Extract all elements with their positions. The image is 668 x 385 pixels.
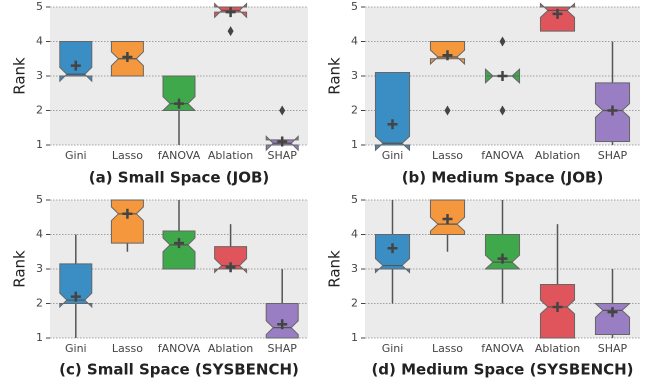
y-tick-label: 4 <box>351 228 358 241</box>
x-tick-label: Lasso <box>432 342 463 355</box>
mean-marker <box>277 136 288 147</box>
y-tick-label: 4 <box>36 35 43 48</box>
mean-marker <box>552 301 563 312</box>
box <box>161 75 197 111</box>
x-tick-label: Ablation <box>208 342 253 355</box>
mean-marker <box>70 60 81 71</box>
mean-marker <box>497 253 508 264</box>
mean-marker <box>607 105 618 116</box>
x-tick-label: fANOVA <box>158 149 201 162</box>
mean-marker <box>552 8 563 19</box>
x-tick-label: Lasso <box>112 149 143 162</box>
x-tick-label: fANOVA <box>158 342 201 355</box>
box <box>162 230 196 270</box>
y-tick-label: 5 <box>36 193 43 206</box>
box <box>594 303 631 336</box>
x-tick-label: SHAP <box>267 342 297 355</box>
x-tick-label: fANOVA <box>481 342 524 355</box>
mean-marker <box>442 213 453 224</box>
outlier <box>499 36 506 47</box>
y-tick-label: 3 <box>351 262 358 275</box>
y-tick-label: 1 <box>351 331 358 344</box>
box <box>59 263 93 309</box>
outlier <box>499 105 506 116</box>
x-tick-label: Gini <box>65 149 87 162</box>
y-axis-label: Rank <box>326 250 344 288</box>
x-tick-label: Gini <box>382 342 404 355</box>
mean-marker <box>70 291 81 302</box>
x-tick-label: SHAP <box>267 149 297 162</box>
y-axis-label: Rank <box>11 57 29 95</box>
y-axis-label: Rank <box>326 57 344 95</box>
y-tick-label: 1 <box>36 331 43 344</box>
chart-title: (b) Medium Space (JOB) <box>402 169 604 187</box>
mean-marker <box>442 50 453 61</box>
x-tick-label: Ablation <box>535 342 580 355</box>
y-tick-label: 3 <box>351 69 358 82</box>
y-tick-label: 2 <box>36 104 43 117</box>
x-tick-label: SHAP <box>598 149 628 162</box>
y-tick-label: 3 <box>36 69 43 82</box>
y-tick-label: 4 <box>351 35 358 48</box>
chart-title: (d) Medium Space (SYSBENCH) <box>371 361 633 379</box>
y-tick-label: 1 <box>36 138 43 151</box>
chart-title: (a) Small Space (JOB) <box>89 169 270 187</box>
y-tick-label: 3 <box>36 262 43 275</box>
y-tick-label: 2 <box>351 297 358 310</box>
mean-marker <box>174 98 184 109</box>
mean-marker <box>174 238 184 249</box>
y-tick-label: 5 <box>351 0 358 13</box>
mean-marker <box>387 243 398 254</box>
box <box>374 72 411 152</box>
mean-marker <box>607 307 618 318</box>
mean-marker <box>225 7 236 18</box>
y-tick-label: 5 <box>36 0 43 13</box>
mean-marker <box>277 319 288 330</box>
y-tick-label: 4 <box>36 228 43 241</box>
mean-marker <box>387 119 398 130</box>
outlier <box>279 105 286 116</box>
box <box>484 67 521 85</box>
x-tick-label: Gini <box>65 342 87 355</box>
box <box>110 199 144 244</box>
mean-marker <box>225 262 236 273</box>
x-tick-label: Ablation <box>208 149 253 162</box>
x-tick-label: Gini <box>382 149 404 162</box>
chart-title: (c) Small Space (SYSBENCH) <box>59 361 299 379</box>
mean-marker <box>497 71 508 81</box>
x-tick-label: SHAP <box>598 342 628 355</box>
box <box>484 234 521 270</box>
y-tick-label: 2 <box>36 297 43 310</box>
mean-marker <box>122 208 133 219</box>
y-tick-label: 1 <box>351 138 358 151</box>
outlier <box>227 26 234 37</box>
x-tick-label: Lasso <box>432 149 463 162</box>
x-tick-label: Ablation <box>535 149 580 162</box>
x-tick-label: Lasso <box>112 342 143 355</box>
box <box>374 234 411 274</box>
y-tick-label: 2 <box>351 104 358 117</box>
y-tick-label: 5 <box>351 193 358 206</box>
mean-marker <box>122 52 133 63</box>
outlier <box>444 105 451 116</box>
y-axis-label: Rank <box>11 250 29 288</box>
x-tick-label: fANOVA <box>481 149 524 162</box>
